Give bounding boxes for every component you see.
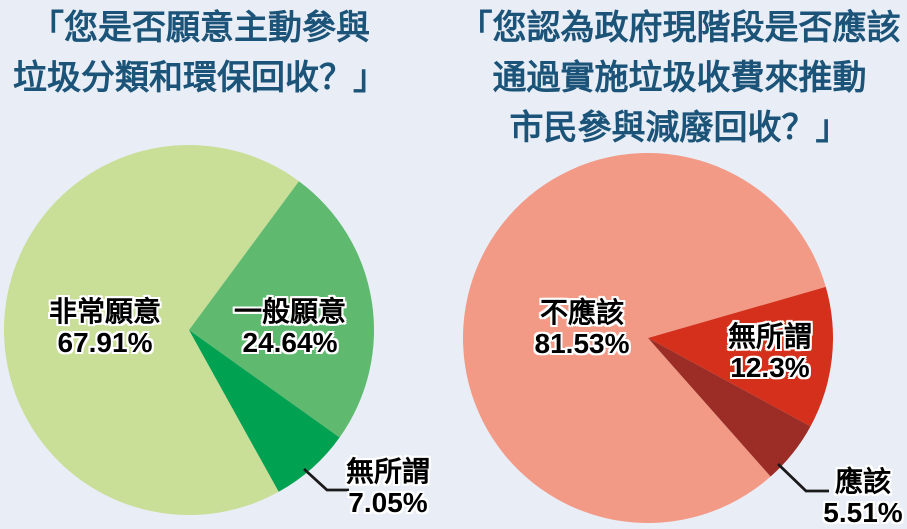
slice-label-name: 一般願意 (233, 296, 347, 327)
pie-slice-indifferent (189, 330, 340, 492)
slice-label-value: 12.3% (730, 352, 810, 383)
slice-label-indifferent-right: 無所謂 12.3% (728, 321, 812, 383)
slice-label-value: 24.64% (242, 327, 338, 358)
right-chart-title: 「您認為政府現階段是否應該 通過實施垃圾收費來推動 市民參與減廢回收？」 (452, 3, 907, 153)
slice-label-name: 不應該 (539, 297, 624, 328)
pie-slice-should-not (463, 153, 826, 523)
pie-slice-should (648, 338, 811, 477)
title-line: 「您是否願意主動參與 (30, 9, 370, 47)
pie-chart-waste-fee-opinion (463, 153, 833, 523)
slice-label-name: 應該 (834, 466, 891, 497)
slice-label-should: 應該 5.51% (823, 466, 902, 528)
slice-label-name: 非常願意 (48, 296, 162, 327)
title-line: 市民參與減廢回收？」 (509, 109, 850, 147)
slice-label-should-not: 不應該 81.53% (535, 297, 630, 359)
slice-label-generally-willing: 一般願意 24.64% (234, 296, 346, 358)
pie-chart-recycling-willingness (4, 145, 374, 515)
left-chart-title: 「您是否願意主動參與 垃圾分類和環保回收？」 (0, 3, 400, 103)
slice-label-value: 7.05% (348, 487, 428, 518)
slice-label-name: 無所謂 (727, 321, 813, 352)
title-line: 通過實施垃圾收費來推動 (492, 59, 867, 97)
slice-label-value: 81.53% (534, 328, 630, 359)
slice-label-name: 無所謂 (345, 456, 431, 487)
slice-label-value: 5.51% (823, 497, 903, 528)
pie-slice-very-willing (4, 145, 299, 515)
slice-label-very-willing: 非常願意 67.91% (49, 296, 161, 358)
pie-slice-generally-willing (189, 181, 374, 438)
title-line: 「您認為政府現階段是否應該 (458, 9, 901, 47)
slice-label-indifferent-left: 無所謂 7.05% (346, 456, 430, 518)
slice-label-value: 67.91% (57, 327, 153, 358)
pie-slice-indifferent (648, 286, 833, 427)
title-line: 垃圾分類和環保回收？」 (13, 59, 387, 97)
